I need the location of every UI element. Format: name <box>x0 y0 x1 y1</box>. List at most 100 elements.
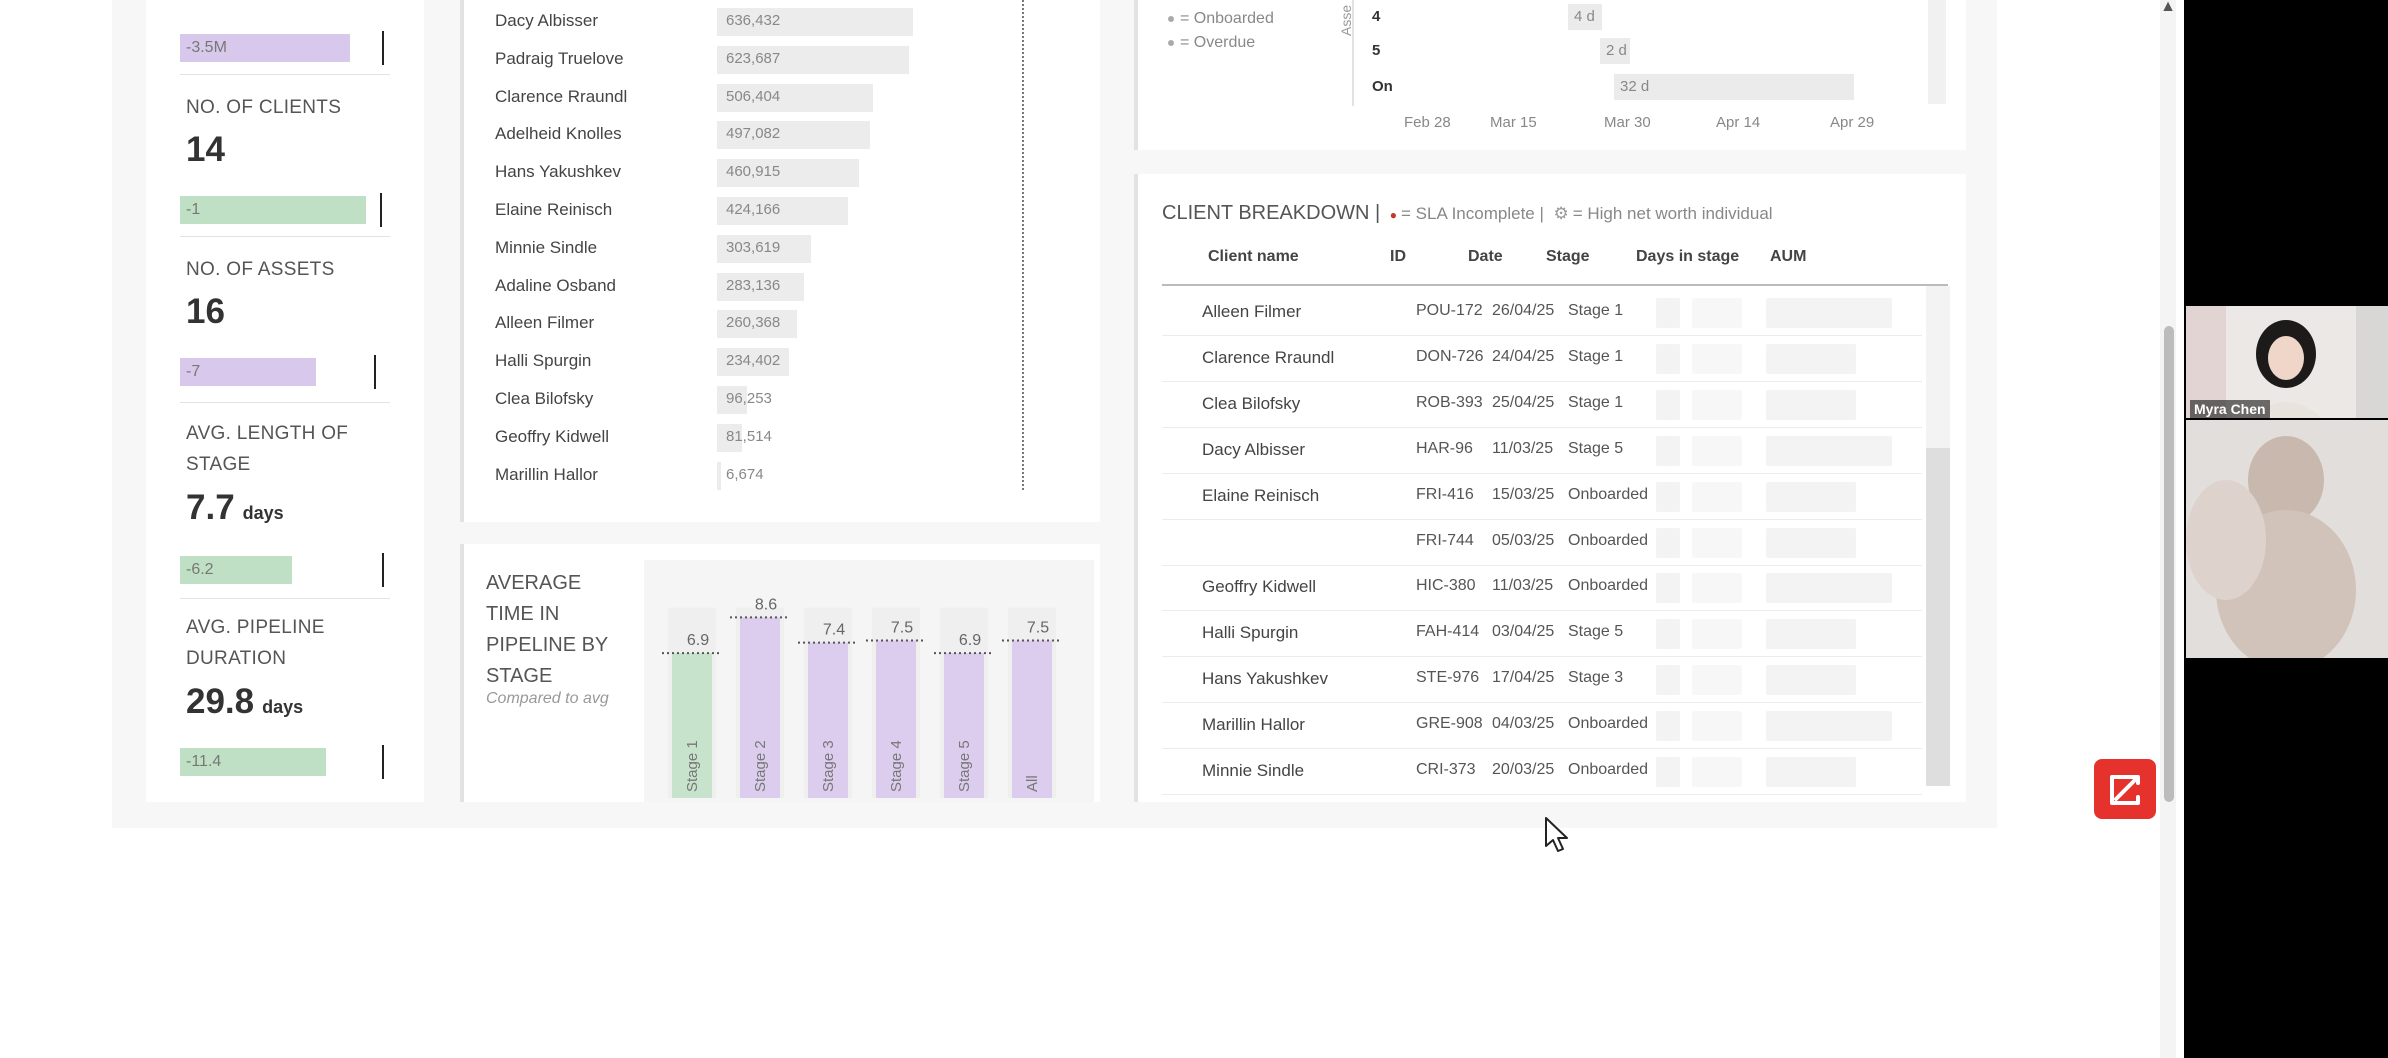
aum-row[interactable]: Clea Bilofsky 96,253 <box>464 386 1064 414</box>
cell-stage: Stage 3 <box>1568 669 1624 687</box>
legend-overdue: = Overdue <box>1168 34 1255 52</box>
aum-row[interactable]: Padraig Truelove 623,687 <box>464 45 1064 74</box>
participant-video-tile-blurred[interactable] <box>2186 420 2388 658</box>
legend-onboarded-label: = Onboarded <box>1180 10 1274 27</box>
hnw-gear-icon: ⚙ <box>1553 204 1569 223</box>
pipeline-bar[interactable] <box>808 642 848 798</box>
aum-row[interactable]: Elaine Reinisch 424,166 <box>464 197 1064 225</box>
pipeline-value-label: 7.4 <box>823 622 845 639</box>
aum-value: 424,166 <box>726 201 781 218</box>
days-unit-blurred <box>1692 298 1742 328</box>
column-header-days-in-stage[interactable]: Days in stage <box>1636 248 1740 265</box>
days-unit-blurred <box>1692 343 1742 374</box>
timeline-axis-line <box>1352 0 1354 106</box>
cell-stage: Stage 1 <box>1568 347 1624 365</box>
cell-date: 26/04/25 <box>1492 302 1555 319</box>
aum-row[interactable]: Hans Yakushkev 460,915 <box>464 159 1064 188</box>
pipeline-chart-subtitle: Compared to avg <box>486 690 609 707</box>
pipeline-time-panel: AVERAGE TIME IN PIPELINE BY STAGE Compar… <box>460 544 1100 802</box>
cell-client-name: Elaine Reinisch <box>1202 485 1320 505</box>
cell-id: CRI-373 <box>1416 761 1476 778</box>
table-row[interactable]: Clea Bilofsky ROB-393 25/04/25 Stage 1 <box>1162 382 1922 428</box>
table-row[interactable]: Geoffry Kidwell HIC-380 11/03/25 Onboarded <box>1162 565 1922 612</box>
table-row[interactable]: FRI-744 05/03/25 Onboarded <box>1162 520 1922 566</box>
aum-row[interactable]: Minnie Sindle 303,619 <box>464 234 1064 263</box>
sla-dot-icon: ● <box>1389 208 1398 222</box>
days-unit-blurred <box>1692 573 1742 604</box>
page-scrollbar-thumb[interactable] <box>2164 326 2174 802</box>
cell-date: 17/04/25 <box>1492 669 1555 687</box>
pipeline-category-label: Stage 2 <box>752 740 769 792</box>
participant-video-tile[interactable]: Myra Chen <box>2186 306 2388 418</box>
table-row[interactable]: Marillin Hallor GRE-908 04/03/25 Onboarded <box>1162 703 1922 750</box>
table-row[interactable]: Minnie Sindle CRI-373 20/03/25 Onboarded <box>1162 749 1922 795</box>
column-header-stage[interactable]: Stage <box>1546 248 1590 265</box>
table-row[interactable]: Alleen Filmer POU-172 26/04/25 Stage 1 <box>1162 290 1922 336</box>
cell-id: POU-172 <box>1416 302 1483 319</box>
timeline-tick-label: Feb 28 <box>1404 114 1451 131</box>
column-header-id[interactable]: ID <box>1390 248 1406 265</box>
table-row[interactable]: Dacy Albisser HAR-96 11/03/25 Stage 5 <box>1162 428 1922 474</box>
aum-client-name: Dacy Albisser <box>495 11 598 30</box>
pipeline-bar[interactable] <box>1012 640 1052 799</box>
aum-value: 303,619 <box>726 238 781 256</box>
aum-row[interactable]: Clarence Rraundl 506,404 <box>464 83 1064 112</box>
table-row[interactable]: Hans Yakushkev STE-976 17/04/25 Stage 3 <box>1162 657 1922 704</box>
aum-row[interactable]: Geoffry Kidwell 81,514 <box>464 423 1064 452</box>
days-in-stage-cell-blurred <box>1656 619 1680 650</box>
aum-row[interactable]: Dacy Albisser 636,432 <box>464 8 1064 36</box>
aum-value: 96,253 <box>726 390 772 407</box>
pipeline-category-label: Stage 4 <box>888 740 905 792</box>
cell-id: FRI-744 <box>1416 531 1474 549</box>
pipeline-category-label: Stage 5 <box>956 740 973 792</box>
cell-id: HIC-380 <box>1416 577 1476 595</box>
timeline-scrollbar[interactable] <box>1928 0 1946 104</box>
zoom-app-icon[interactable] <box>2094 759 2156 819</box>
kpi-target-tick <box>382 31 384 65</box>
days-in-stage-cell-blurred <box>1656 435 1680 466</box>
column-header-aum[interactable]: AUM <box>1770 248 1807 265</box>
aum-value: 234,402 <box>726 352 781 370</box>
cell-stage: Onboarded <box>1568 485 1649 503</box>
aum-bar <box>717 8 913 36</box>
pipeline-bar[interactable] <box>876 640 916 799</box>
scroll-up-arrow-icon[interactable]: ▲ <box>2160 0 2176 15</box>
aum-row[interactable]: Marillin Hallor 6,674 <box>464 461 1064 490</box>
timeline-row-label: 5 <box>1372 42 1381 59</box>
pipeline-bar[interactable] <box>944 653 984 798</box>
table-row[interactable]: Clarence Rraundl DON-726 24/04/25 Stage 1 <box>1162 336 1922 382</box>
table-scrollbar-thumb[interactable] <box>1926 448 1950 786</box>
column-header-client-name[interactable]: Client name <box>1208 248 1299 265</box>
aum-row[interactable]: Adaline Osband 283,136 <box>464 272 1064 301</box>
pipeline-value-label: 7.5 <box>1027 620 1049 637</box>
days-unit-blurred <box>1692 711 1742 742</box>
days-in-stage-cell-blurred <box>1656 298 1680 328</box>
kpi-divider <box>180 74 390 75</box>
days-in-stage-cell-blurred <box>1656 481 1680 512</box>
aum-row[interactable]: Alleen Filmer 260,368 <box>464 310 1064 339</box>
cell-client-name: Minnie Sindle <box>1202 761 1305 780</box>
kpi-target-tick <box>380 193 382 227</box>
table-row[interactable]: Halli Spurgin FAH-414 03/04/25 Stage 5 <box>1162 611 1922 658</box>
days-in-stage-cell-blurred <box>1656 573 1680 604</box>
cell-id: HAR-96 <box>1416 439 1473 457</box>
pipeline-value-label: 6.9 <box>687 632 709 649</box>
aum-row[interactable]: Halli Spurgin 234,402 <box>464 348 1064 377</box>
pipeline-bar[interactable] <box>740 617 780 798</box>
days-unit-blurred <box>1692 619 1742 650</box>
timeline-row-label: On <box>1372 78 1393 95</box>
cell-client-name: Halli Spurgin <box>1202 623 1299 643</box>
hnw-legend-label: = High net worth individual <box>1572 204 1773 223</box>
kpi-delta-bar-top: -3.5M <box>180 34 350 62</box>
kpi-number: 7.7 <box>186 488 235 527</box>
cell-id: STE-976 <box>1416 669 1480 687</box>
cell-stage: Stage 5 <box>1568 623 1624 641</box>
aum-value: 460,915 <box>726 163 781 181</box>
pipeline-bar[interactable] <box>672 653 712 798</box>
aum-row[interactable]: Adelheid Knolles 497,082 <box>464 121 1064 150</box>
cell-date: 20/03/25 <box>1492 761 1555 778</box>
cell-stage: Onboarded <box>1568 577 1649 595</box>
cell-date: 15/03/25 <box>1492 485 1555 503</box>
table-row[interactable]: Elaine Reinisch FRI-416 15/03/25 Onboarded <box>1162 474 1922 520</box>
column-header-date[interactable]: Date <box>1468 248 1503 265</box>
